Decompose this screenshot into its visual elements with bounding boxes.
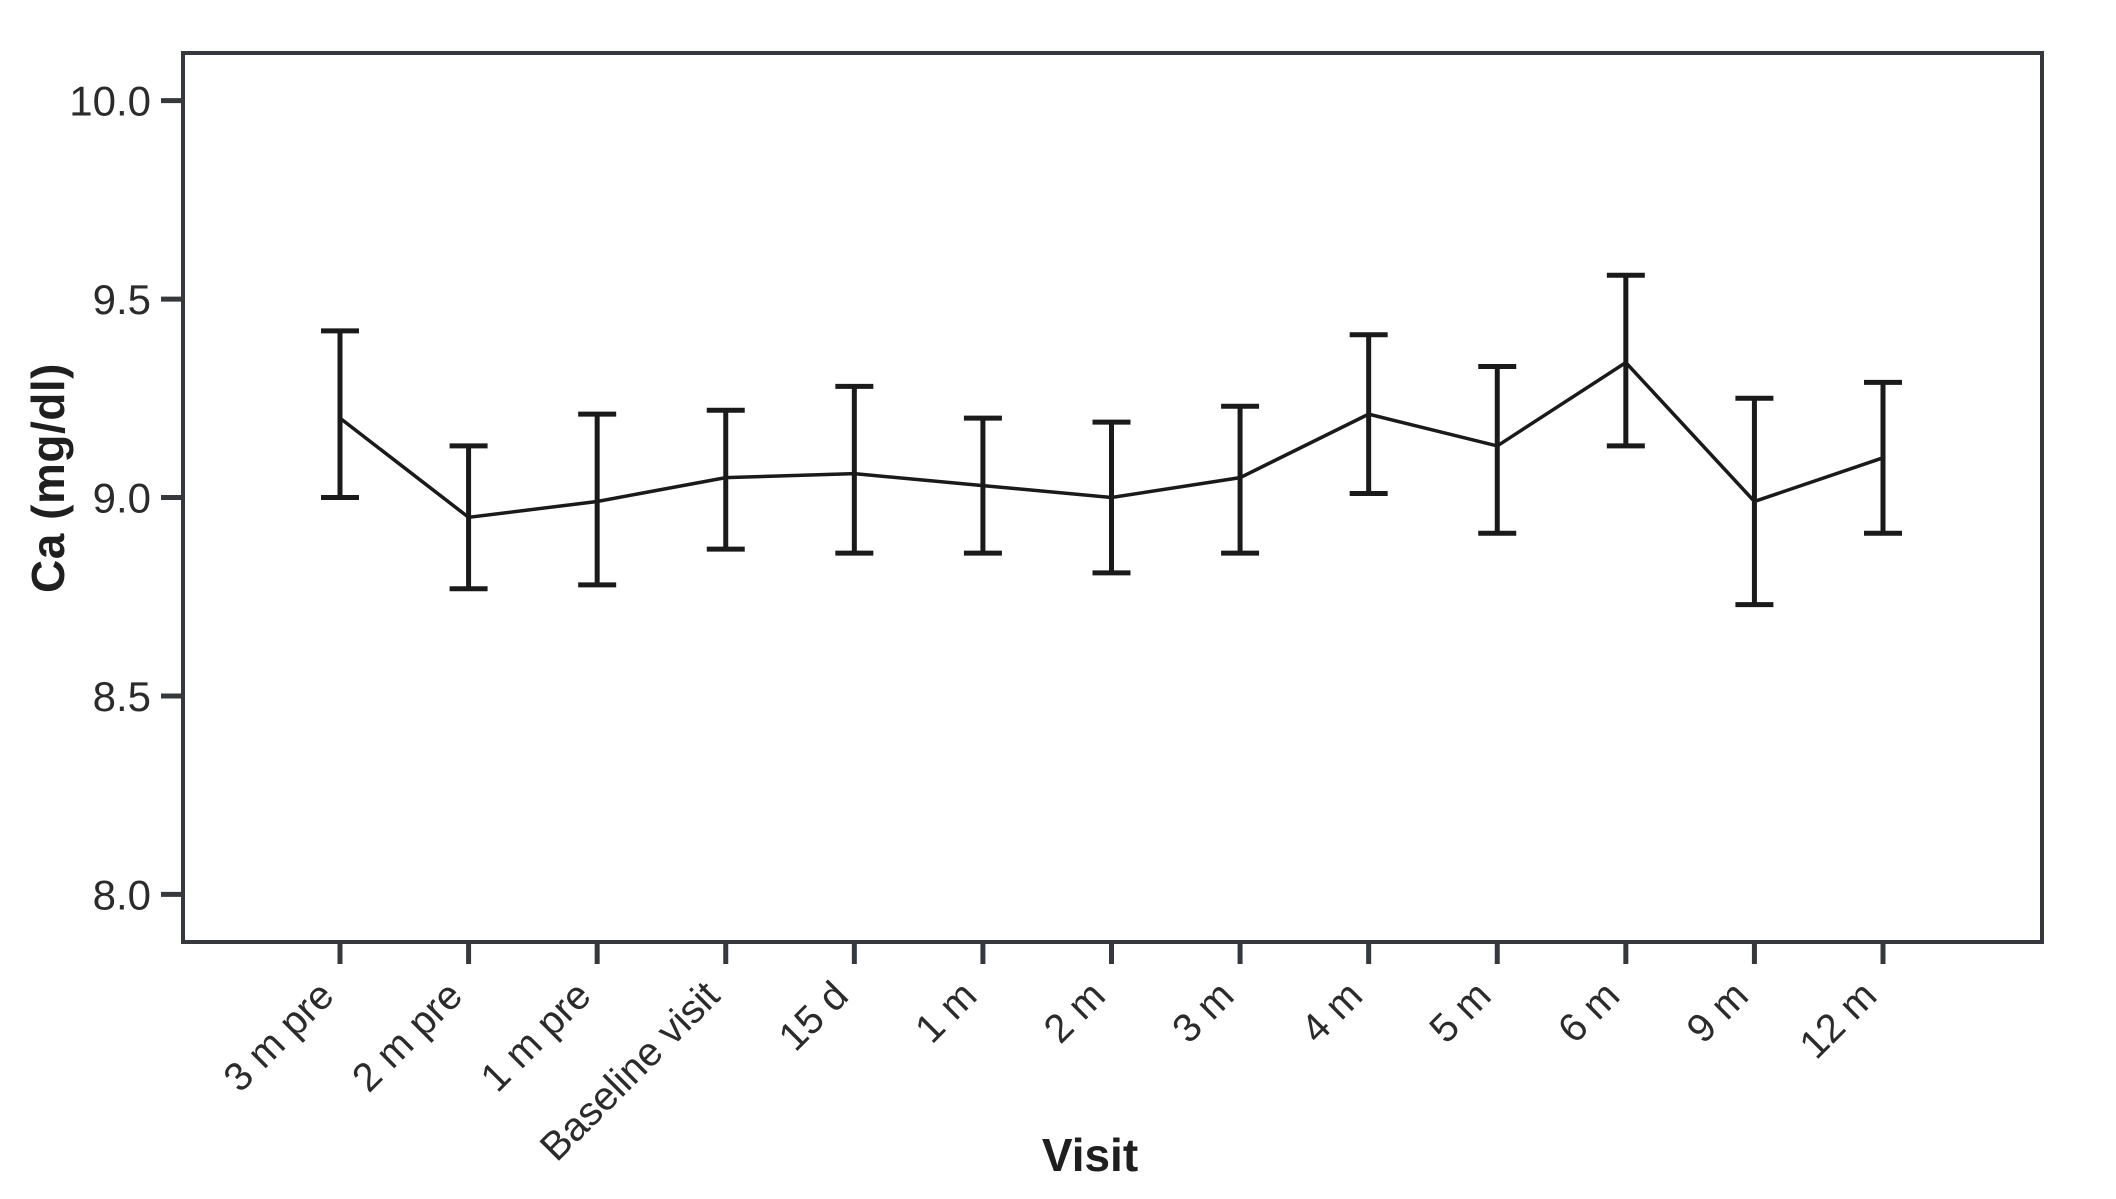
error-bar [1478, 364, 1517, 536]
error-bar [706, 407, 745, 552]
y-axis-title-text: Ca (mg/dl) [22, 363, 75, 593]
y-tick-label: 9.0 [93, 475, 151, 522]
error-bar [1221, 403, 1260, 556]
x-axis-title: Visit [1041, 1129, 1139, 1181]
error-bar [578, 411, 617, 588]
y-tick-label: 8.0 [93, 871, 151, 918]
x-tick-label: 15 d [771, 973, 857, 1059]
x-tick-label: 3 m pre [215, 973, 342, 1100]
x-tick-label: 1 m pre [473, 973, 600, 1100]
error-bar [835, 383, 874, 556]
x-tick-label: 6 m [1550, 973, 1628, 1051]
error-bars [321, 272, 1902, 608]
x-tick-label: 2 m [1036, 973, 1114, 1051]
x-tick-label: 2 m pre [344, 973, 471, 1100]
x-tick-label: 5 m [1421, 973, 1499, 1051]
x-tick-label: 1 m [907, 973, 985, 1051]
x-tick-label: 4 m [1293, 973, 1371, 1051]
y-tick-label: 9.5 [93, 276, 151, 323]
error-bar [321, 328, 359, 500]
y-axis-title: Ca (mg/dl) [16, 53, 80, 903]
x-tick-label: 3 m [1164, 973, 1242, 1051]
y-tick-label: 10.0 [69, 78, 151, 125]
x-tick-label: 9 m [1679, 973, 1757, 1051]
y-axis-ticks: 8.0 8.5 9.0 9.5 10.0 [69, 78, 183, 918]
y-tick-label: 8.5 [93, 673, 151, 720]
data-line [338, 360, 1884, 520]
x-tick-label: 12 m [1791, 973, 1885, 1067]
